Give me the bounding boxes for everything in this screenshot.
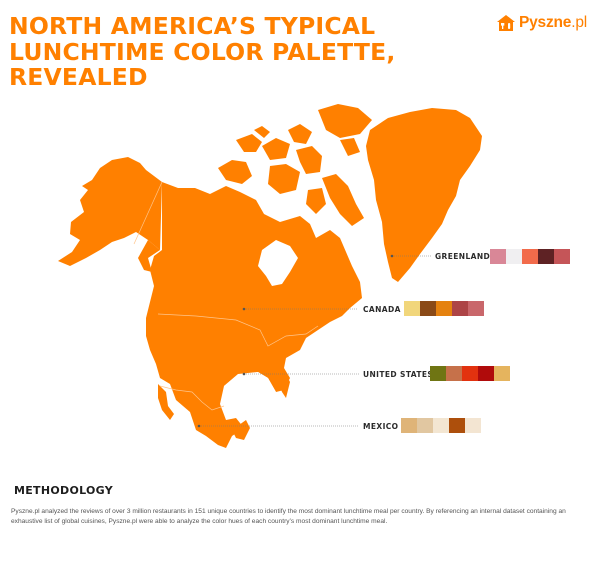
swatch bbox=[404, 301, 420, 316]
brand-name: Pyszne.pl bbox=[519, 14, 587, 31]
alaska-canada-border bbox=[133, 181, 163, 245]
swatch bbox=[417, 418, 433, 433]
swatch bbox=[522, 249, 538, 264]
mexico-marker bbox=[197, 424, 201, 428]
canada-us-border bbox=[157, 313, 319, 347]
greenland-shape bbox=[366, 108, 482, 282]
methodology-heading: METHODOLOGY bbox=[14, 484, 114, 497]
house-fork-icon bbox=[497, 15, 515, 31]
swatch bbox=[452, 301, 468, 316]
swatch bbox=[494, 366, 510, 381]
swatch bbox=[478, 366, 494, 381]
swatch bbox=[449, 418, 465, 433]
palette-greenland bbox=[490, 249, 570, 264]
label-mexico: MEXICO bbox=[363, 422, 399, 431]
swatch bbox=[468, 301, 484, 316]
swatch bbox=[506, 249, 522, 264]
title-line-1: NORTH AMERICA’S TYPICAL bbox=[9, 12, 376, 40]
swatch bbox=[433, 418, 449, 433]
mainland-shape bbox=[146, 182, 362, 448]
swatch bbox=[420, 301, 436, 316]
united-states-marker bbox=[242, 372, 246, 376]
swatch bbox=[554, 249, 570, 264]
brand-logo: Pyszne.pl bbox=[496, 12, 587, 34]
label-united-states: UNITED STATES bbox=[363, 370, 434, 379]
title-line-3: REVEALED bbox=[9, 63, 148, 91]
page-title: NORTH AMERICA’S TYPICAL LUNCHTIME COLOR … bbox=[9, 12, 429, 91]
swatch bbox=[401, 418, 417, 433]
label-canada: CANADA bbox=[363, 305, 401, 314]
title-line-2: LUNCHTIME COLOR PALETTE, bbox=[9, 37, 396, 66]
swatch bbox=[436, 301, 452, 316]
swatch bbox=[465, 418, 481, 433]
swatch bbox=[430, 366, 446, 381]
alaska-shape bbox=[58, 157, 162, 266]
swatch bbox=[538, 249, 554, 264]
swatch bbox=[462, 366, 478, 381]
canada-marker bbox=[242, 307, 246, 311]
greenland-marker bbox=[390, 254, 394, 258]
swatch bbox=[446, 366, 462, 381]
label-greenland: GREENLAND bbox=[435, 252, 491, 261]
swatch bbox=[490, 249, 506, 264]
methodology-text: Pyszne.pl analyzed the reviews of over 3… bbox=[11, 508, 566, 525]
palette-canada bbox=[404, 301, 484, 316]
palette-united-states bbox=[430, 366, 510, 381]
palette-mexico bbox=[401, 418, 481, 433]
north-america-map bbox=[58, 104, 482, 448]
us-mexico-border bbox=[159, 385, 225, 411]
